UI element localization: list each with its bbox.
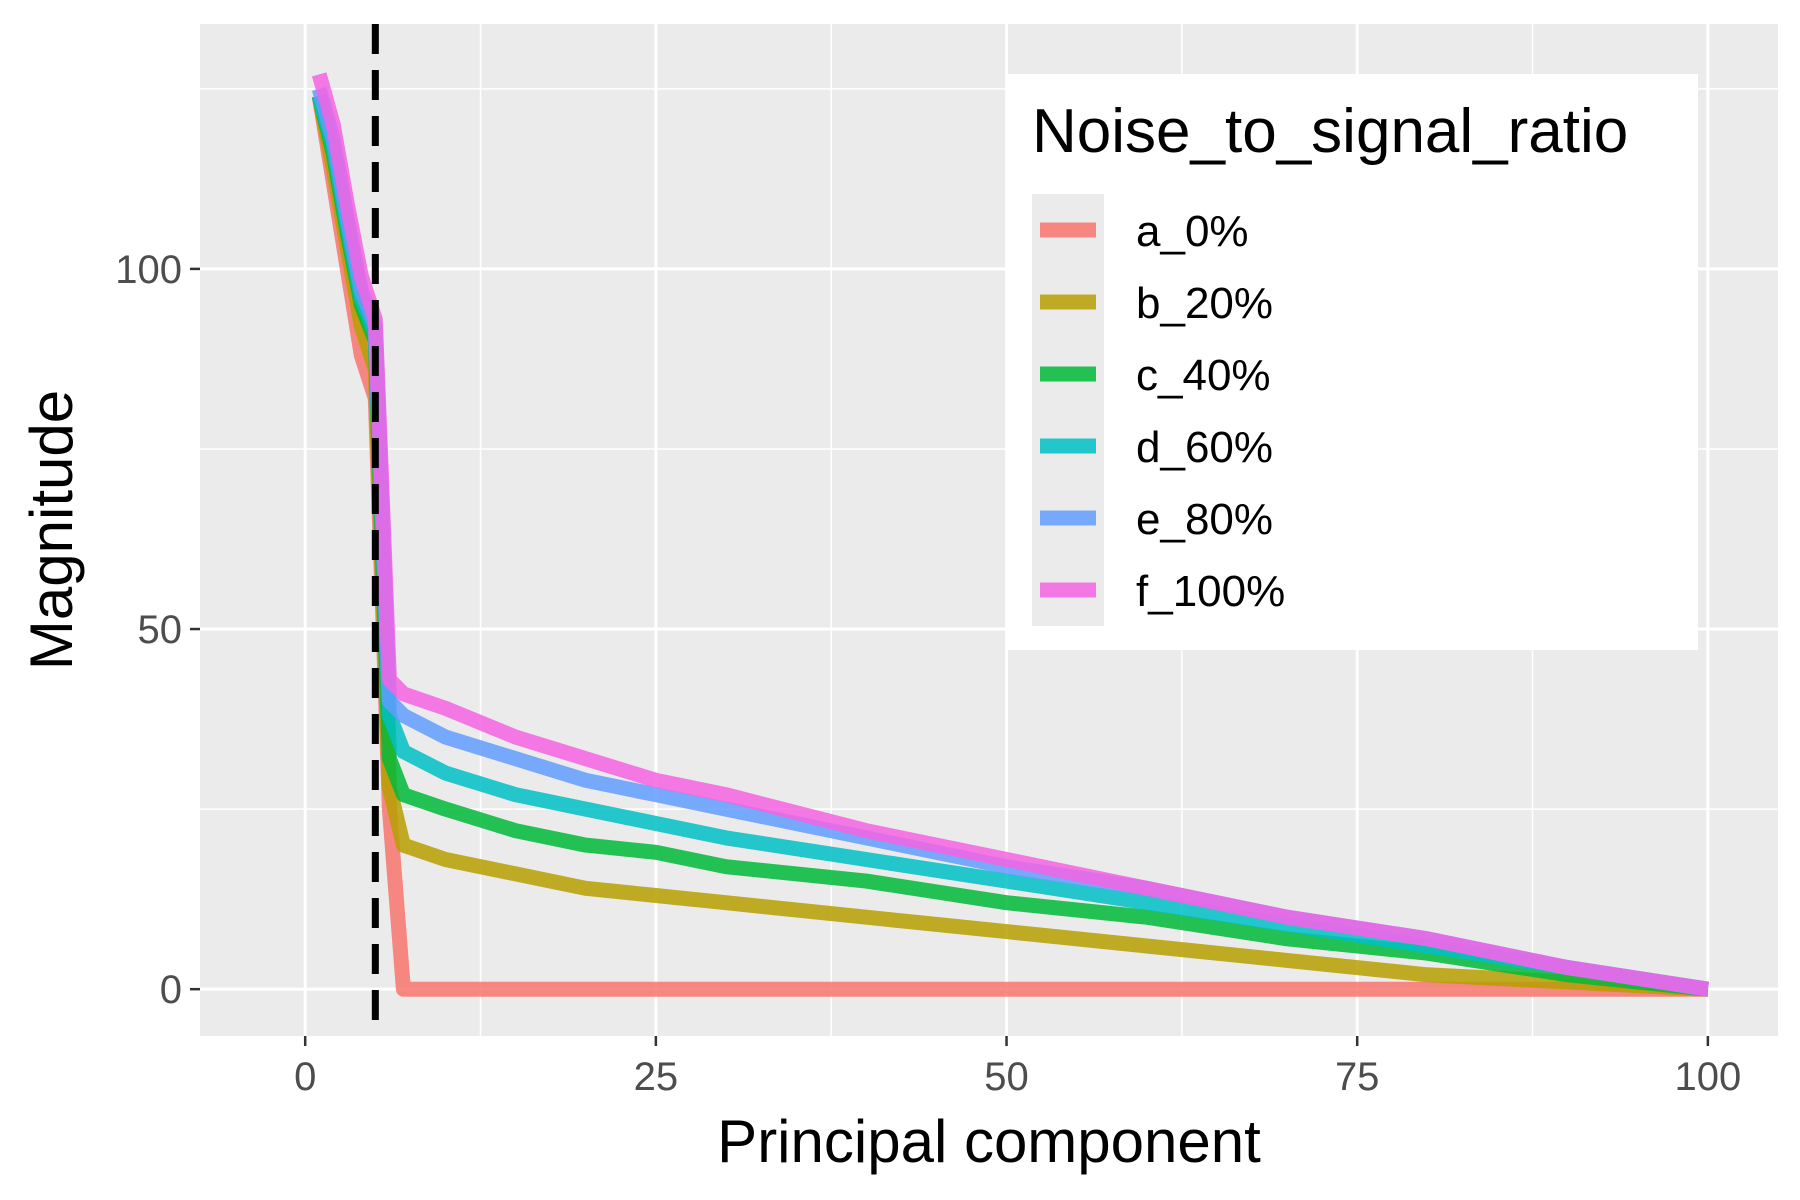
legend-label-a_0%: a_0% <box>1136 207 1249 256</box>
y-tick-label: 0 <box>160 968 182 1012</box>
legend-items: a_0% b_20% c_40% d_60% e_80% f_100% <box>1032 194 1285 626</box>
x-axis-title: Principal component <box>717 1108 1261 1175</box>
x-tick-label: 25 <box>634 1055 679 1099</box>
legend-box <box>1008 74 1698 650</box>
series-lines <box>311 72 1710 997</box>
legend-label-d_60%: d_60% <box>1136 423 1273 472</box>
y-axis-title: Magnitude <box>18 390 85 670</box>
axes: 0 25 50 75 100 0 50 100 <box>115 248 1741 1099</box>
y-tick-label: 100 <box>115 248 182 292</box>
x-tick-label: 100 <box>1674 1055 1741 1099</box>
legend-title: Noise_to_signal_ratio <box>1032 97 1628 166</box>
legend-label-c_40%: c_40% <box>1136 351 1271 400</box>
x-tick-label: 0 <box>294 1055 316 1099</box>
y-tick-label: 50 <box>138 608 183 652</box>
legend: Noise_to_signal_ratio a_0% b_20% c_40% d_60… <box>1008 74 1698 650</box>
x-tick-label: 75 <box>1335 1055 1380 1099</box>
series-line-b_20% <box>311 94 1709 997</box>
series-line-f_100% <box>311 72 1710 997</box>
legend-label-e_80%: e_80% <box>1136 495 1273 544</box>
x-tick-label: 50 <box>984 1055 1029 1099</box>
legend-label-f_100%: f_100% <box>1136 567 1285 616</box>
legend-label-b_20%: b_20% <box>1136 279 1273 328</box>
